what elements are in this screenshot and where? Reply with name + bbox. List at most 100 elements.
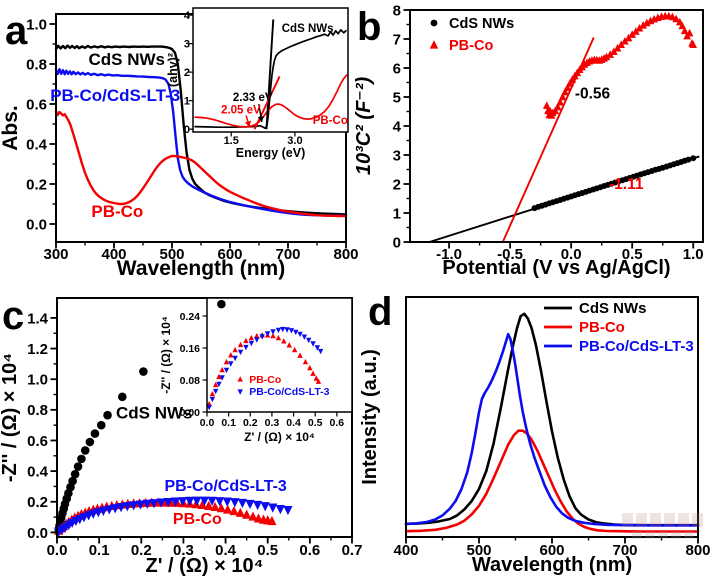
y-tick-label: 0.8 xyxy=(26,56,47,73)
svg-text:-1.11: -1.11 xyxy=(609,176,644,193)
x-axis-label: Z' / (Ω) × 10⁴ xyxy=(146,555,264,577)
watermark xyxy=(622,513,703,539)
inset-area: 1.5 3.0 0 1 2 3 4 Energy (eV) (ahv)² CdS NWs PB-Co… xyxy=(166,7,349,160)
series-pb-co xyxy=(54,109,348,218)
y-tick-label: 0.8 xyxy=(27,402,48,419)
y-tick-label: 0 xyxy=(393,234,401,251)
panel-c-eis-nyquist: 0.0 0.1 0.2 0.3 0.4 0.5 0.6 0.7 0.0 0.2 0.4 0.6 0.8 1… xyxy=(0,285,362,582)
x-tick-label: 400 xyxy=(101,246,126,263)
x-tick-label: 0.2 xyxy=(243,417,258,429)
x-tick-label: 0.5 xyxy=(308,417,323,429)
svg-text:PB-Co/CdS-LT-3: PB-Co/CdS-LT-3 xyxy=(579,338,694,355)
legend-item-cds-nws: CdS NWs xyxy=(544,300,647,317)
svg-text:CdS NWs: CdS NWs xyxy=(449,16,514,32)
fit-line xyxy=(501,37,595,243)
y-tick-label: 3 xyxy=(393,147,401,164)
annotation-arrow xyxy=(257,103,265,123)
axis-ticks: 0.0 0.1 0.2 0.3 0.4 0.5 0.6 0.7 0.0 0.2 0.4 0.6 0.8 1… xyxy=(27,310,362,559)
panel-a-uvvis-absorption: 300 400 500 600 700 800 0.0 0.2 0.4 0.6 0.8 1.0 Wave… xyxy=(0,0,359,285)
series-pb-co xyxy=(542,11,698,119)
plot-label-pb-co-cds-lt-3: PB-Co/CdS-LT-3 xyxy=(50,86,180,105)
x-tick-label: 0.3 xyxy=(265,417,280,429)
x-tick-label: 0.0 xyxy=(561,246,582,263)
panel-d-pl-spectra: 400 500 600 700 800 Wavelength (nm) Intensity … xyxy=(359,285,711,582)
x-tick-label: 600 xyxy=(539,542,564,559)
plot-area: 0.0 0.1 0.2 0.3 0.4 0.5 0.6 0.7 0.0 0.2 0.4 0.6 0.8 1… xyxy=(0,297,362,577)
plot-label-0-56: -0.56 xyxy=(575,85,611,102)
x-tick-label: 800 xyxy=(685,542,710,559)
panel-letter-d: d xyxy=(368,290,392,334)
series-cds-nws xyxy=(404,312,700,527)
x-tick-label: 0.5 xyxy=(622,246,643,263)
svg-text:PB-Co: PB-Co xyxy=(449,38,493,54)
x-axis-label: Wavelength (nm) xyxy=(117,257,285,280)
series-cds-nws xyxy=(194,29,347,130)
x-tick-label: 300 xyxy=(43,246,68,263)
series-pb-co-cds-lt-3 xyxy=(54,68,348,217)
x-tick-label: 3.0 xyxy=(287,135,302,147)
y-tick-label: 0.0 xyxy=(26,216,47,233)
y-tick-label: 2 xyxy=(184,67,190,79)
x-tick-label: 0.6 xyxy=(299,542,320,559)
legend: CdS NWs PB-Co xyxy=(429,16,514,54)
plot-label-cds-nws: CdS NWs xyxy=(88,50,165,69)
y-tick-label: 0.2 xyxy=(27,494,48,511)
legend-item-pb-co-cds-lt-3: PB-Co/CdS-LT-3 xyxy=(544,338,694,355)
svg-text:CdS NWs: CdS NWs xyxy=(88,50,165,69)
x-tick-label: 500 xyxy=(466,542,491,559)
x-tick-label: 0.4 xyxy=(215,542,237,559)
svg-text:PB-Co: PB-Co xyxy=(313,115,348,127)
svg-text:CdS NWs: CdS NWs xyxy=(116,403,193,422)
plot-label-2-05-ev: 2.05 eV xyxy=(221,104,261,116)
x-tick-label: 1.0 xyxy=(683,246,704,263)
x-tick-label: -1.0 xyxy=(436,246,462,263)
legend: CdS NWs PB-Co PB-Co/CdS-LT-3 xyxy=(544,300,694,355)
plot-label-cds-nws: CdS NWs xyxy=(116,403,193,422)
series-pb-co xyxy=(206,332,322,407)
legend-item-cds-nws: CdS NWs xyxy=(430,16,514,32)
svg-text:2.33 eV: 2.33 eV xyxy=(233,92,273,104)
y-tick-label: 1 xyxy=(393,205,401,222)
y-tick-label: 5 xyxy=(393,89,401,106)
panel-letter-c: c xyxy=(2,294,24,338)
y-axis-label: -Z'' / (Ω) × 10⁴ xyxy=(159,316,173,394)
panel-b-chart: -1.0 -0.5 0.0 0.5 1.0 0 1 2 3 4 5 6 7 8 Potential (V v… xyxy=(353,2,704,279)
plot-label-pb-co: PB-Co xyxy=(313,115,348,127)
panel-letter-b: b xyxy=(357,5,381,49)
y-tick-label: 1.4 xyxy=(27,310,49,327)
x-tick-label: 1.5 xyxy=(224,135,239,147)
series-pb-co-cds-lt-3 xyxy=(206,326,324,411)
x-tick-label: 800 xyxy=(333,246,358,263)
x-tick-label: 0.4 xyxy=(286,417,301,429)
x-axis-label: Wavelength (nm) xyxy=(472,554,632,576)
series-pb-co-cds-lt-3 xyxy=(404,332,700,527)
series-pb-co-cds-lt-3 xyxy=(54,496,293,537)
y-tick-label: 0.0 xyxy=(27,525,48,542)
plot-label-1-11: -1.11 xyxy=(609,176,644,193)
plot-label-pb-co: PB-Co xyxy=(91,202,143,221)
axis-ticks: 300 400 500 600 700 800 0.0 0.2 0.4 0.6 0.8 1.0 xyxy=(26,16,358,263)
svg-text:PB-Co: PB-Co xyxy=(173,511,222,528)
plot-label-pb-co-cds-lt-3: PB-Co/CdS-LT-3 xyxy=(237,386,330,398)
y-axis-label: 10³C² (F⁻²) xyxy=(353,77,375,176)
axis-ticks: 0.0 0.1 0.2 0.3 0.4 0.5 0.6 0.00 0.08 0.16 0.24 xyxy=(180,311,345,429)
x-tick-label: 0.1 xyxy=(89,542,110,559)
y-axis-label: Intensity (a.u.) xyxy=(359,349,381,485)
y-tick-label: 1.0 xyxy=(26,16,47,33)
series-overlay-cds-nws xyxy=(217,299,226,309)
y-tick-label: 0.00 xyxy=(180,407,201,419)
fit-line xyxy=(253,76,281,130)
svg-text:PB-Co: PB-Co xyxy=(579,319,625,336)
x-tick-label: -0.5 xyxy=(497,246,523,263)
y-axis-label: Abs. xyxy=(0,105,22,151)
annotation-arrow xyxy=(244,115,251,128)
svg-text:CdS NWs: CdS NWs xyxy=(579,300,647,317)
y-tick-label: 0.16 xyxy=(180,343,201,355)
x-tick-label: 0.3 xyxy=(173,542,194,559)
svg-text:PB-Co/CdS-LT-3: PB-Co/CdS-LT-3 xyxy=(50,86,180,105)
y-tick-label: 7 xyxy=(393,31,401,48)
y-axis-label: -Z'' / (Ω) × 10⁴ xyxy=(0,353,21,482)
y-tick-label: 0.4 xyxy=(27,464,49,481)
y-tick-label: 2 xyxy=(393,176,401,193)
